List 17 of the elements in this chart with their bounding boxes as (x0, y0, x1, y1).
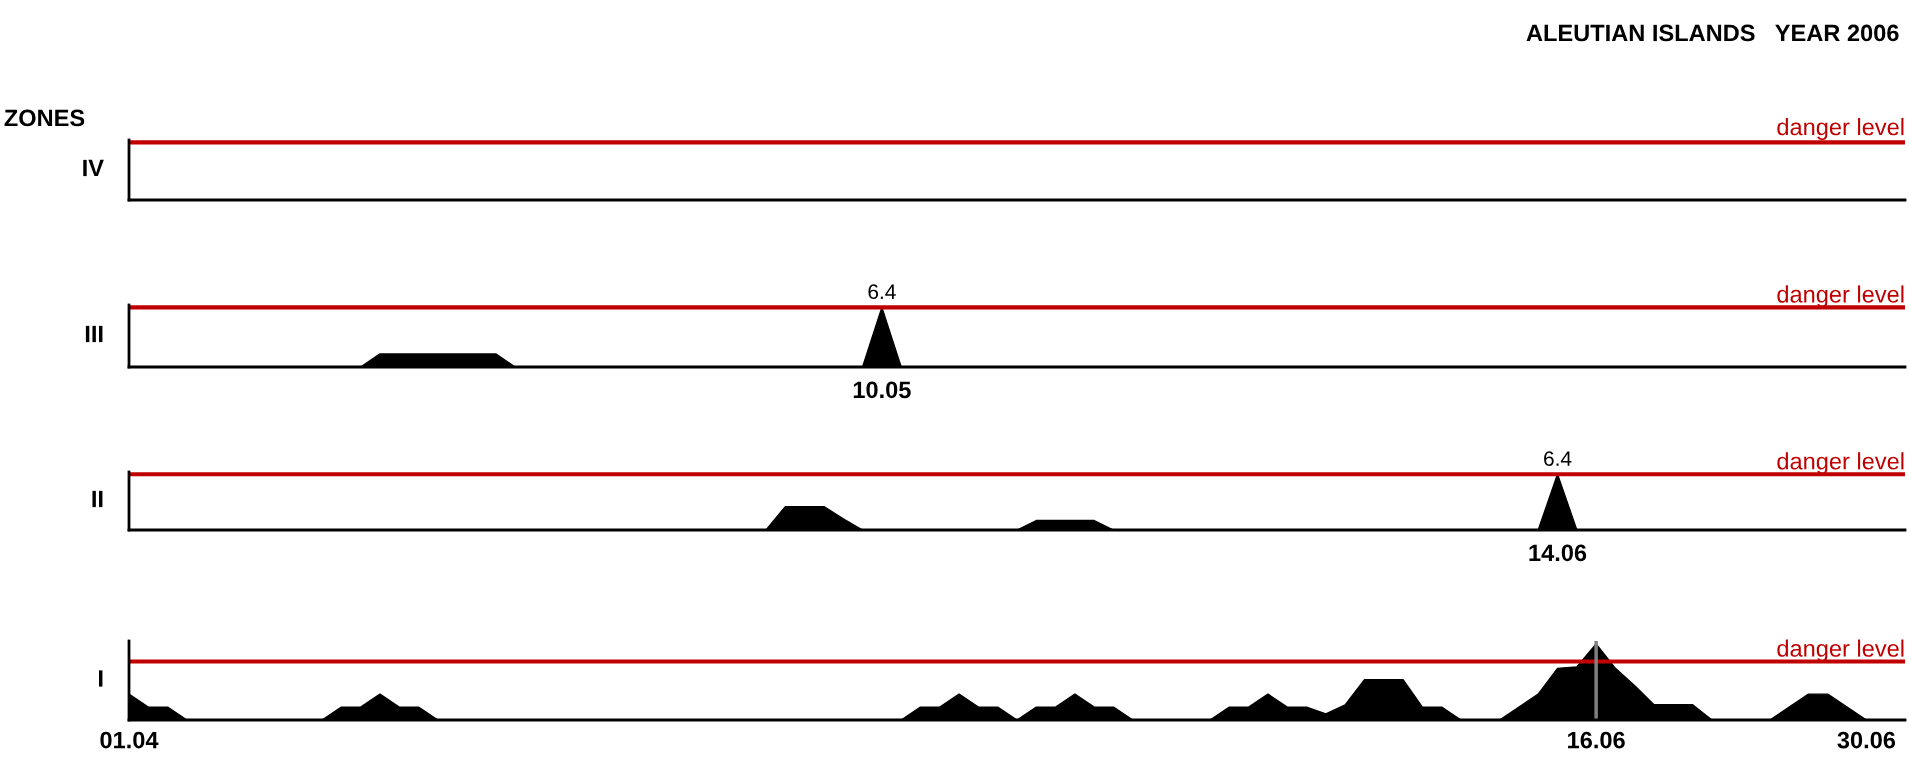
ref-line-label: danger level (1777, 452, 1904, 475)
ref-line-label: danger level (1777, 639, 1904, 662)
text: ALEUTIAN ISLANDS YEAR 2006 (1526, 24, 1899, 42)
annotation: 14.06 (1529, 544, 1587, 562)
annotation: 6.4 (868, 284, 896, 300)
text: danger level (1777, 117, 1904, 140)
x-tick-label: 30.06 (1837, 731, 1896, 749)
text: IV (83, 159, 104, 177)
y-axis-title: III (85, 325, 103, 343)
text: ZONES (4, 109, 85, 127)
y-axis-title: I (99, 670, 103, 687)
x-tick-label: 01.04 (100, 731, 159, 749)
ref-line-label: danger level (1777, 285, 1904, 308)
x-tick-label: 16.06 (1568, 731, 1625, 749)
y-axis-title: II (92, 490, 103, 508)
annotation: 6.4 (1544, 451, 1572, 466)
annotation: 10.05 (853, 381, 911, 399)
